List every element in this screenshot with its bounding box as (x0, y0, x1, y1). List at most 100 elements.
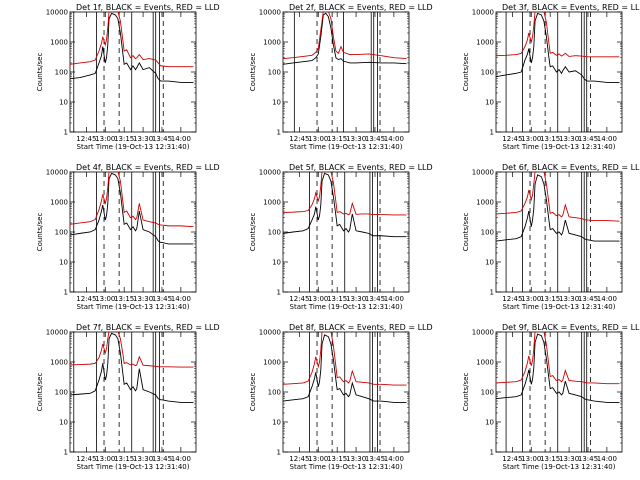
x-tick-label: 13:15 (114, 135, 134, 143)
y-tick-label: 1 (490, 449, 494, 457)
x-tick-label: 13:00 (308, 455, 328, 463)
series-line-lld (496, 172, 620, 222)
chart-title: Det 1f, BLACK = Events, RED = LLD (76, 3, 220, 12)
x-axis-label: Start Time (19-Oct-13 12:31:40) (77, 143, 190, 151)
plot-frame (282, 171, 410, 293)
y-tick-label: 1000 (263, 199, 281, 207)
x-tick-label: 13:30 (133, 135, 153, 143)
x-tick-label: 13:15 (327, 455, 347, 463)
chart-panel-4: Det 4f, BLACK = Events, RED = LLD 1 10 100 1… (36, 163, 220, 311)
y-tick-label: 1 (277, 129, 281, 137)
y-tick-label: 10000 (46, 169, 68, 177)
x-tick-label: 12:45 (502, 295, 522, 303)
series-line-events (496, 174, 620, 242)
chart-panel-7: Det 7f, BLACK = Events, RED = LLD 1 10 100 1… (36, 323, 220, 471)
y-tick-label: 1 (490, 129, 494, 137)
x-axis-label: Start Time (19-Oct-13 12:31:40) (290, 463, 403, 471)
y-tick-label: 10 (59, 99, 68, 107)
y-tick-label: 10000 (46, 329, 68, 337)
y-tick-label: 1000 (263, 359, 281, 367)
x-tick-label: 13:00 (521, 295, 541, 303)
y-axis-label: Counts/sec (249, 53, 257, 92)
x-tick-label: 14:00 (384, 295, 404, 303)
y-tick-label: 100 (268, 229, 281, 237)
y-tick-label: 100 (55, 389, 68, 397)
y-tick-label: 10 (59, 419, 68, 427)
y-tick-label: 10 (485, 419, 494, 427)
x-tick-label: 13:30 (559, 135, 579, 143)
chart-panel-3: Det 3f, BLACK = Events, RED = LLD 1 10 100 1… (462, 3, 640, 151)
y-axis-label: Counts/sec (462, 373, 470, 412)
series-line-events (70, 332, 194, 403)
x-tick-label: 14:00 (597, 455, 617, 463)
chart-title: Det 8f, BLACK = Events, RED = LLD (289, 323, 433, 332)
y-tick-label: 10 (272, 99, 281, 107)
x-tick-label: 12:45 (289, 295, 309, 303)
x-axis-label: Start Time (19-Oct-13 12:31:40) (503, 143, 616, 151)
plot-frame (282, 11, 410, 133)
series-line-events (496, 333, 620, 403)
chart-title: Det 4f, BLACK = Events, RED = LLD (76, 163, 220, 172)
x-tick-label: 13:00 (95, 295, 115, 303)
x-tick-label: 13:30 (346, 455, 366, 463)
y-tick-label: 10 (485, 259, 494, 267)
series-line-events (496, 12, 620, 83)
plot-frame (282, 331, 410, 453)
x-tick-label: 13:45 (152, 135, 172, 143)
y-tick-label: 1000 (50, 199, 68, 207)
chart-title: Det 6f, BLACK = Events, RED = LLD (502, 163, 640, 172)
y-tick-label: 100 (481, 389, 494, 397)
chart-title: Det 2f, BLACK = Events, RED = LLD (289, 3, 433, 12)
chart-panel-5: Det 5f, BLACK = Events, RED = LLD 1 10 100 1… (249, 163, 433, 311)
y-tick-label: 1000 (50, 39, 68, 47)
x-tick-label: 13:30 (559, 455, 579, 463)
x-tick-label: 14:00 (597, 135, 617, 143)
x-axis-label: Start Time (19-Oct-13 12:31:40) (503, 303, 616, 311)
x-tick-label: 13:15 (540, 455, 560, 463)
series-line-events (283, 172, 407, 238)
y-axis-label: Counts/sec (36, 213, 44, 252)
x-tick-label: 14:00 (597, 295, 617, 303)
x-tick-label: 14:00 (384, 135, 404, 143)
x-axis-label: Start Time (19-Oct-13 12:31:40) (290, 143, 403, 151)
series-line-lld (283, 332, 407, 386)
y-tick-label: 100 (481, 69, 494, 77)
y-tick-label: 10000 (472, 169, 494, 177)
series-line-events (70, 172, 194, 245)
x-tick-label: 13:00 (308, 295, 328, 303)
x-tick-label: 13:45 (365, 455, 385, 463)
y-tick-label: 10 (485, 99, 494, 107)
y-tick-label: 10 (272, 259, 281, 267)
y-tick-label: 1 (64, 129, 68, 137)
series-line-lld (70, 332, 194, 368)
y-tick-label: 1 (64, 289, 68, 297)
x-tick-label: 13:45 (578, 295, 598, 303)
x-tick-label: 13:45 (152, 295, 172, 303)
series-line-lld (283, 172, 407, 216)
x-tick-label: 13:15 (327, 295, 347, 303)
x-tick-label: 13:45 (578, 135, 598, 143)
chart-title: Det 7f, BLACK = Events, RED = LLD (76, 323, 220, 332)
y-tick-label: 10000 (472, 9, 494, 17)
chart-title: Det 9f, BLACK = Events, RED = LLD (502, 323, 640, 332)
series-line-lld (70, 172, 194, 228)
x-tick-label: 13:30 (346, 135, 366, 143)
x-tick-label: 14:00 (171, 455, 191, 463)
chart-panel-2: Det 2f, BLACK = Events, RED = LLD 1 10 100 1… (249, 3, 433, 151)
y-tick-label: 100 (55, 229, 68, 237)
series-line-events (283, 334, 407, 403)
chart-panel-1: Det 1f, BLACK = Events, RED = LLD 1 10 100 1… (36, 3, 220, 151)
y-tick-label: 10000 (259, 9, 281, 17)
series-line-lld (70, 12, 194, 68)
x-tick-label: 12:45 (289, 135, 309, 143)
x-tick-label: 12:45 (502, 455, 522, 463)
x-tick-label: 12:45 (76, 455, 96, 463)
y-tick-label: 10 (272, 419, 281, 427)
x-tick-label: 13:15 (540, 135, 560, 143)
y-axis-label: Counts/sec (462, 53, 470, 92)
x-tick-label: 13:00 (95, 455, 115, 463)
plot-frame (69, 331, 197, 453)
x-tick-label: 13:30 (346, 295, 366, 303)
x-tick-label: 14:00 (171, 295, 191, 303)
y-tick-label: 1 (277, 289, 281, 297)
